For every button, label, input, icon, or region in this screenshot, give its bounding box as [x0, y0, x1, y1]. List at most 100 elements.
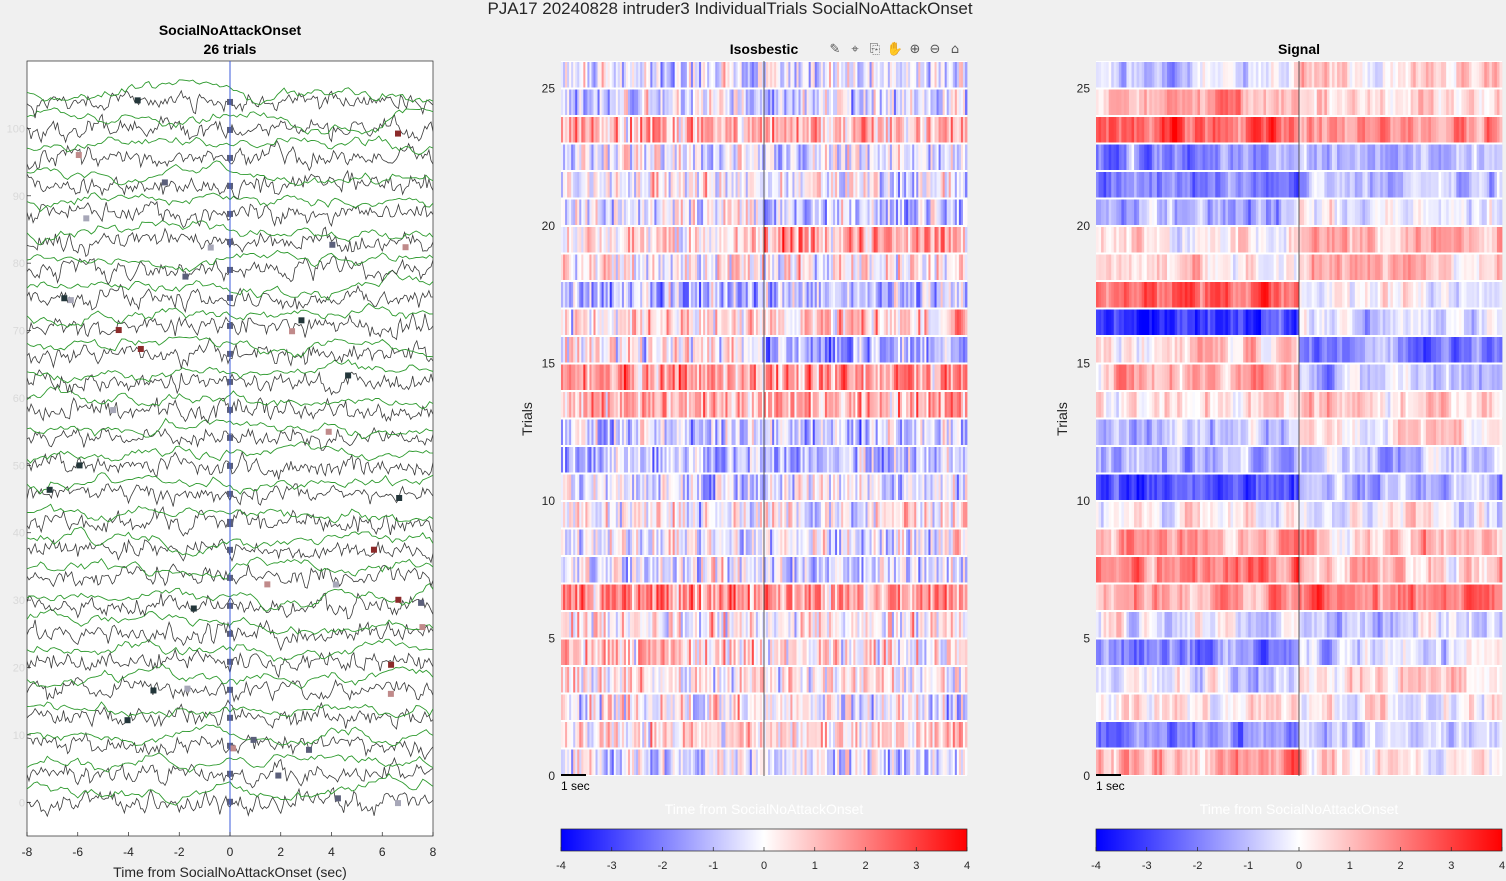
- heatmap-cell: [802, 282, 805, 308]
- x-tick-label: 8: [430, 845, 437, 859]
- heatmap-cell: [632, 612, 635, 638]
- heatmap-cell: [910, 502, 913, 528]
- heatmap-cell: [623, 199, 627, 225]
- heatmap-cell: [658, 639, 661, 665]
- heatmap-cell: [835, 639, 838, 665]
- heatmap-cell: [871, 337, 875, 363]
- heatmap-cell: [910, 557, 913, 583]
- heatmap-cell: [662, 364, 665, 390]
- heatmap-cell: [772, 117, 775, 143]
- heatmap-cell: [877, 474, 881, 500]
- heatmap-cell: [638, 722, 641, 748]
- heatmap-cell: [615, 172, 619, 198]
- heatmap-cell: [739, 639, 743, 665]
- heatmap-cell: [920, 254, 923, 280]
- heatmap-cell: [634, 117, 637, 143]
- heatmap-cell: [678, 117, 682, 143]
- heatmap-cell: [830, 722, 834, 748]
- heatmap-cell: [818, 254, 822, 280]
- heatmap-cell: [567, 694, 570, 720]
- heatmap-cell: [601, 199, 605, 225]
- heatmap-cell: [948, 722, 952, 748]
- y-tick-label: 40: [13, 528, 25, 540]
- heatmap-cell: [737, 172, 741, 198]
- heatmap-cell: [617, 639, 621, 665]
- heatmap-cell: [703, 199, 706, 225]
- heatmap-cell: [664, 172, 667, 198]
- heatmap-cell: [599, 309, 602, 335]
- heatmap-cell: [841, 694, 844, 720]
- heatmap-cell: [603, 199, 607, 225]
- heatmap-cell: [906, 117, 909, 143]
- heatmap-cell: [617, 419, 621, 445]
- heatmap-cell: [853, 144, 856, 170]
- heatmap-cell: [642, 282, 645, 308]
- heatmap-cell: [871, 172, 875, 198]
- heatmap-cell: [887, 474, 891, 500]
- heatmap-cell: [686, 639, 690, 665]
- heatmap-cell: [575, 612, 578, 638]
- heatmap-cell: [936, 612, 939, 638]
- heatmap-cell: [690, 474, 694, 500]
- heatmap-cell: [739, 392, 743, 418]
- heatmap-cell: [609, 337, 613, 363]
- heatmap-cell: [692, 337, 696, 363]
- heatmap-cell: [950, 722, 954, 748]
- heatmap-cell: [784, 667, 787, 693]
- heatmap-cell: [745, 172, 749, 198]
- heatmap-cell: [806, 639, 810, 665]
- heatmap-cell: [565, 392, 568, 418]
- heatmap-cell: [820, 529, 824, 555]
- heatmap-cell: [932, 172, 935, 198]
- heatmap-cell: [569, 584, 572, 610]
- heatmap-cell: [835, 749, 838, 775]
- heatmap-cell: [630, 337, 633, 363]
- heatmap-cell: [575, 309, 578, 335]
- heatmap-cell: [591, 529, 594, 555]
- heatmap-cell: [650, 639, 653, 665]
- heatmap-cell: [958, 557, 962, 583]
- heatmap-cell: [816, 749, 820, 775]
- heatmap-cell: [609, 639, 613, 665]
- heatmap-cell: [824, 117, 828, 143]
- heatmap-cell: [782, 227, 785, 253]
- heatmap-cell: [764, 419, 767, 445]
- heatmap-cell: [670, 667, 674, 693]
- heatmap-cell: [764, 254, 767, 280]
- heatmap-cell: [711, 144, 714, 170]
- heatmap-cell: [741, 254, 745, 280]
- heatmap-cell: [625, 282, 629, 308]
- heatmap-cell: [615, 667, 619, 693]
- heatmap-cell: [820, 639, 824, 665]
- heatmap-cell: [690, 447, 694, 473]
- heatmap-cell: [942, 749, 946, 775]
- heatmap-cell: [828, 447, 832, 473]
- heatmap-cell: [672, 227, 676, 253]
- heatmap-cell: [595, 227, 598, 253]
- heatmap-cell: [792, 364, 795, 390]
- heatmap-cell: [960, 667, 964, 693]
- heatmap-cell: [782, 309, 785, 335]
- heatmap-cell: [873, 502, 877, 528]
- heatmap-cell: [741, 694, 745, 720]
- heatmap-cell: [699, 144, 702, 170]
- heatmap-cell: [895, 144, 899, 170]
- heatmap-cell: [833, 364, 836, 390]
- behavior-marker: [370, 546, 377, 553]
- heatmap-cell: [849, 309, 852, 335]
- heatmap-cell: [749, 172, 753, 198]
- heatmap-cell: [713, 639, 716, 665]
- heatmap-cell: [930, 639, 933, 665]
- heatmap-cell: [611, 282, 615, 308]
- heatmap-cell: [853, 392, 856, 418]
- heatmap-cell: [772, 584, 775, 610]
- heatmap-cell: [824, 199, 828, 225]
- heatmap-cell: [703, 584, 706, 610]
- heatmap-cell: [926, 227, 929, 253]
- heatmap-cell: [776, 199, 779, 225]
- heatmap-cell: [713, 117, 716, 143]
- heatmap-cell: [853, 337, 856, 363]
- heatmap-cell: [670, 694, 674, 720]
- heatmap-cell: [952, 639, 956, 665]
- heatmap-cell: [666, 282, 669, 308]
